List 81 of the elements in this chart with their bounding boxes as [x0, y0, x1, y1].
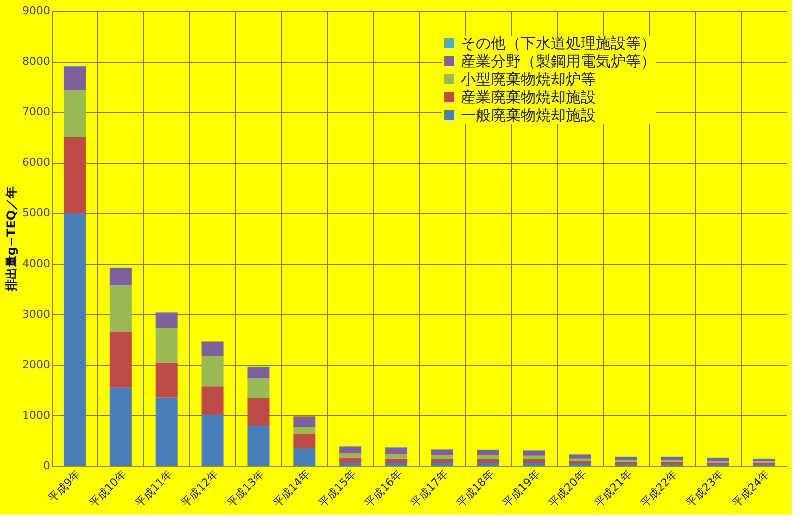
legend-label: 小型廃棄物焼却炉等 — [461, 70, 596, 88]
bar — [340, 446, 362, 454]
bar — [386, 458, 408, 463]
bar — [340, 462, 362, 466]
bar — [707, 458, 730, 462]
y-tick-label: 5000 — [22, 206, 50, 220]
bar — [431, 462, 454, 466]
bar — [661, 457, 684, 460]
x-tick-label: 平成22年 — [638, 468, 681, 510]
y-axis-title: 排出量g−TEQ／年 — [4, 186, 19, 293]
bar — [294, 434, 316, 448]
x-tick-label: 平成11年 — [132, 468, 176, 510]
x-tick-label: 平成20年 — [546, 468, 589, 510]
bar — [64, 66, 86, 90]
legend-label: 産業廃棄物焼却施設 — [461, 88, 596, 106]
x-tick-label: 平成16年 — [362, 468, 406, 510]
bar — [615, 457, 638, 460]
bar — [202, 342, 224, 356]
bar — [110, 332, 132, 388]
bar — [523, 450, 546, 456]
x-tick-label: 平成10年 — [86, 468, 130, 510]
bar — [569, 461, 592, 464]
bar — [523, 456, 546, 460]
bar — [523, 459, 546, 463]
x-tick-label: 平成15年 — [316, 468, 360, 510]
bar — [110, 388, 132, 466]
bar — [64, 213, 86, 466]
bar — [248, 426, 270, 466]
y-tick-label: 4000 — [22, 257, 50, 270]
bar — [156, 312, 178, 328]
y-tick-label: 3000 — [22, 308, 50, 321]
bar — [477, 450, 500, 456]
x-tick-label: 平成12年 — [178, 468, 222, 510]
bar — [431, 450, 454, 456]
bar — [248, 378, 270, 398]
bar — [523, 462, 546, 466]
y-tick-label: 1000 — [22, 408, 50, 422]
y-tick-label: 7000 — [22, 106, 50, 119]
bar — [156, 362, 178, 398]
x-tick-label: 平成19年 — [500, 468, 543, 510]
bar — [386, 454, 408, 459]
legend-label: 一般廃棄物焼却施設 — [461, 106, 596, 124]
legend-label: その他（下水道処理施設等） — [461, 34, 656, 52]
bar — [248, 398, 270, 426]
x-tick-label: 平成24年 — [730, 468, 773, 510]
bar — [569, 454, 592, 459]
bar — [431, 459, 454, 463]
x-tick-label: 平成17年 — [408, 468, 451, 510]
y-tick-label: 2000 — [22, 358, 50, 372]
bar — [386, 448, 408, 454]
bar — [156, 398, 178, 466]
x-tick-label: 平成14年 — [270, 468, 314, 510]
bar — [294, 416, 316, 428]
x-tick-label: 平成23年 — [684, 468, 727, 510]
y-tick-label: 8000 — [22, 55, 50, 68]
bar — [64, 137, 86, 214]
bar — [477, 459, 500, 463]
bar — [294, 427, 316, 434]
bar — [294, 448, 316, 466]
bar — [431, 455, 454, 460]
bar — [156, 328, 178, 363]
x-tick-label: 平成13年 — [224, 468, 268, 510]
bar — [202, 356, 224, 387]
bar — [110, 268, 132, 286]
y-tick-label: 9000 — [22, 4, 50, 18]
bar — [202, 414, 224, 466]
bar — [569, 458, 592, 462]
bar — [477, 462, 500, 466]
bar — [110, 286, 132, 332]
bar — [64, 90, 86, 138]
bar — [248, 367, 270, 379]
bar — [340, 458, 362, 462]
bar — [477, 455, 500, 460]
x-tick-label: 平成21年 — [592, 468, 635, 510]
bar — [202, 386, 224, 414]
bar — [386, 462, 408, 466]
y-tick-label: 6000 — [22, 156, 50, 170]
bar — [340, 453, 362, 458]
x-tick-label: 平成18年 — [454, 468, 497, 510]
legend-label: 産業分野（製鋼用電気炉等） — [461, 52, 656, 70]
y-tick-label: 0 — [44, 460, 50, 472]
